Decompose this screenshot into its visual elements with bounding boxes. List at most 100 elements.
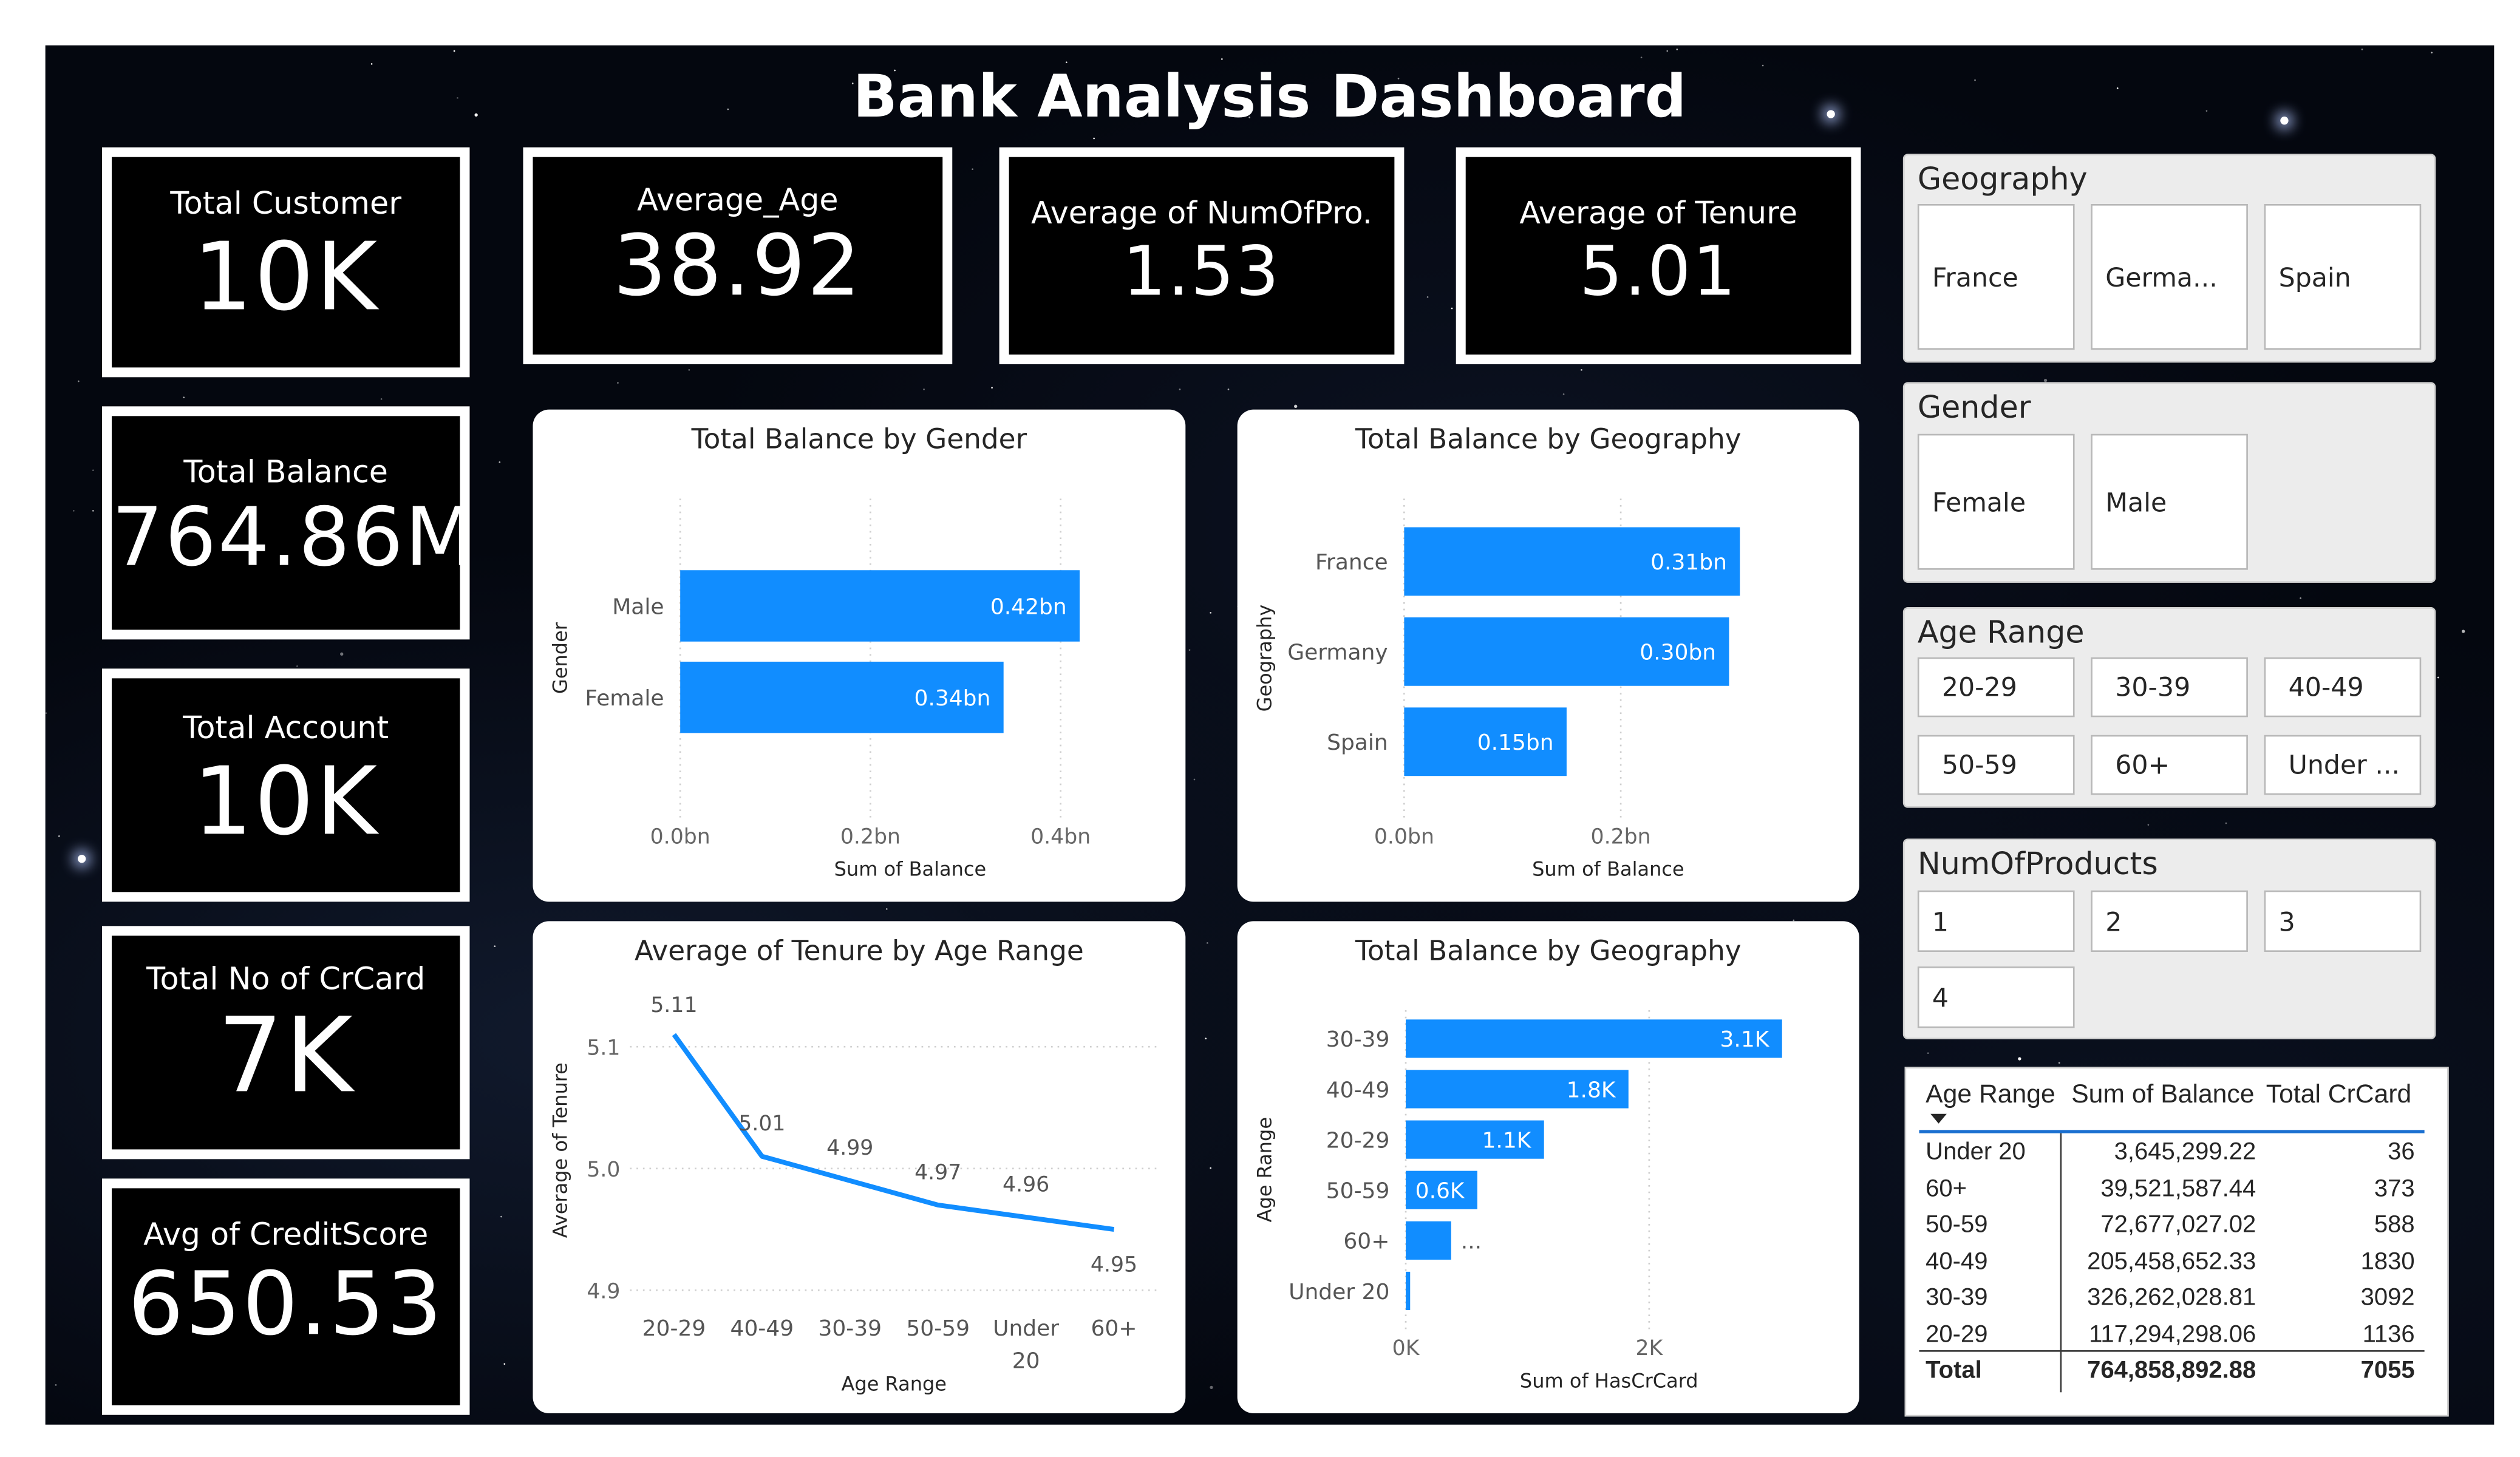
table-cell: 50-59 (1926, 1211, 1988, 1239)
kpi-average-numofpro[interactable]: Average of NumOfPro. 1.53 (999, 147, 1405, 365)
category-label: Female (585, 686, 664, 711)
category-label: 60+ (1343, 1229, 1389, 1254)
slicer-tile-60-plus[interactable]: 60+ (2091, 735, 2248, 795)
kpi-total-customer[interactable]: Total Customer 10K (102, 147, 470, 378)
slicer-tile-1[interactable]: 1 (1917, 890, 2075, 953)
star (851, 83, 853, 85)
table-row[interactable]: 50-59 72,677,027.02 588 (1906, 1211, 2447, 1247)
chart-svg: Total Balance by Geography 0.0bn 0.2bn Fran… (1253, 423, 1742, 881)
chart-crcard-by-age-range[interactable]: Total Balance by Geography 0K 2K 30-39 3.1K 4… (1237, 921, 1859, 1414)
kpi-total-balance[interactable]: Total Balance 764.86M (102, 406, 477, 640)
star (1207, 943, 1209, 945)
star (2116, 87, 2118, 90)
star (991, 387, 993, 389)
table-cell: 60+ (1926, 1174, 1967, 1203)
table-row[interactable]: 40-49 205,458,652.33 1830 (1906, 1248, 2447, 1283)
star (1293, 404, 1297, 408)
slicer-tile-germany[interactable]: Germa... (2091, 204, 2248, 350)
star (2299, 597, 2301, 599)
kpi-value: 38.92 (613, 219, 863, 316)
chart-title: Total Balance by Geography (1355, 934, 1742, 966)
table-header-sum-balance[interactable]: Sum of Balance (2071, 1081, 2255, 1109)
bar (1404, 617, 1729, 686)
slicer-tile-50-59[interactable]: 50-59 (1917, 735, 2075, 795)
data-label: 1.1K (1482, 1128, 1532, 1153)
data-label: 0.15bn (1477, 730, 1554, 755)
kpi-total-account[interactable]: Total Account 10K (102, 668, 470, 902)
table-cell: Under 20 (1926, 1138, 2026, 1166)
table-header-total-crcard[interactable]: Total CrCard (2266, 1081, 2412, 1109)
kpi-value: 10K (192, 222, 379, 332)
slicer-tile-20-29[interactable]: 20-29 (1917, 657, 2075, 718)
x-tick-label: 0K (1392, 1336, 1420, 1360)
slicer-tile-2[interactable]: 2 (2091, 890, 2248, 953)
data-label: 4.96 (1003, 1172, 1049, 1197)
data-label: 4.95 (1091, 1252, 1137, 1277)
sort-arrow-icon[interactable] (1930, 1113, 1947, 1124)
star (183, 396, 186, 398)
slicer-tile-female[interactable]: Female (1917, 433, 2075, 570)
star (58, 835, 60, 837)
star (689, 369, 691, 371)
star (1178, 389, 1180, 391)
table-cell: 7055 (2360, 1356, 2415, 1385)
star (727, 109, 729, 111)
x-tick-label: 20 (1012, 1348, 1040, 1373)
star (1205, 1037, 1207, 1039)
chart-balance-by-gender[interactable]: Total Balance by Gender 0.0bn 0.2bn 0.4bn Ma… (533, 409, 1186, 902)
bar (1406, 1120, 1544, 1159)
star (2462, 630, 2465, 633)
table-row[interactable]: 20-29 117,294,298.06 1136 (1906, 1320, 2447, 1356)
star (92, 469, 94, 471)
table-total-row[interactable]: Total 764,858,892.88 7055 (1906, 1357, 2447, 1393)
star (2360, 47, 2363, 50)
chart-svg: Average of Tenure by Age Range 4.9 5.0 5.1 5… (548, 934, 1158, 1396)
chart-title: Total Balance by Gender (691, 423, 1027, 455)
slicer-tile-30-39[interactable]: 30-39 (2091, 657, 2248, 718)
star (1451, 307, 1453, 309)
kpi-average-tenure[interactable]: Average of Tenure 5.01 (1456, 147, 1861, 365)
star (2017, 1056, 2021, 1061)
data-label: 0.42bn (990, 594, 1067, 619)
star (371, 63, 373, 65)
kpi-total-crcard[interactable]: Total No of CrCard 7K (102, 926, 470, 1160)
kpi-avg-creditscore[interactable]: Avg of CreditScore 650.53 (102, 1178, 470, 1415)
kpi-label: Avg of CreditScore (143, 1217, 429, 1254)
kpi-label: Total Account (183, 710, 389, 747)
slicer-tile-40-49[interactable]: 40-49 (2264, 657, 2422, 718)
kpi-label: Average of Tenure (1519, 195, 1798, 232)
x-axis-title: Age Range (841, 1373, 946, 1396)
table-cell: 36 (2388, 1138, 2415, 1166)
x-tick-label: 50-59 (906, 1316, 970, 1341)
data-label: 4.97 (914, 1160, 961, 1184)
dashboard-title: Bank Analysis Dashboard (853, 64, 1687, 132)
y-axis-title: Average of Tenure (548, 1062, 571, 1238)
table-row[interactable]: Under 20 3,645,299.22 36 (1906, 1138, 2447, 1174)
slicer-tile-france[interactable]: France (1917, 204, 2075, 350)
x-tick-label: 20-29 (642, 1316, 706, 1341)
star (73, 511, 75, 512)
table-cell: 20-29 (1926, 1320, 1988, 1348)
data-label: 3.1K (1720, 1027, 1770, 1052)
table-cell: 205,458,652.33 (2087, 1247, 2256, 1275)
star (380, 398, 383, 401)
chart-tenure-by-age-range[interactable]: Average of Tenure by Age Range 4.9 5.0 5.1 5… (533, 921, 1186, 1414)
slicer-tile-spain[interactable]: Spain (2264, 204, 2422, 350)
table-row[interactable]: 30-39 326,262,028.81 3092 (1906, 1284, 2447, 1320)
slicer-tile-under-20[interactable]: Under ... (2264, 735, 2422, 795)
table-cell: 764,858,892.88 (2087, 1356, 2256, 1385)
table-row[interactable]: 60+ 39,521,587.44 373 (1906, 1175, 2447, 1211)
chart-svg: Total Balance by Geography 0K 2K 30-39 3.1K 4… (1253, 934, 1782, 1392)
kpi-value: 10K (192, 746, 379, 857)
kpi-average-age[interactable]: Average_Age 38.92 (523, 147, 953, 365)
data-label: 5.01 (738, 1112, 785, 1136)
table-header-age-range[interactable]: Age Range (1926, 1081, 2055, 1109)
table-cell: 1136 (2362, 1320, 2415, 1348)
x-tick-label: Under (993, 1316, 1059, 1341)
slicer-tile-male[interactable]: Male (2091, 433, 2248, 570)
kpi-value: 764.86M (112, 491, 477, 585)
chart-balance-by-geography[interactable]: Total Balance by Geography 0.0bn 0.2bn Fran… (1237, 409, 1859, 902)
slicer-tile-4[interactable]: 4 (1917, 966, 2075, 1028)
slicer-tile-3[interactable]: 3 (2264, 890, 2422, 953)
bar (1406, 1070, 1629, 1109)
